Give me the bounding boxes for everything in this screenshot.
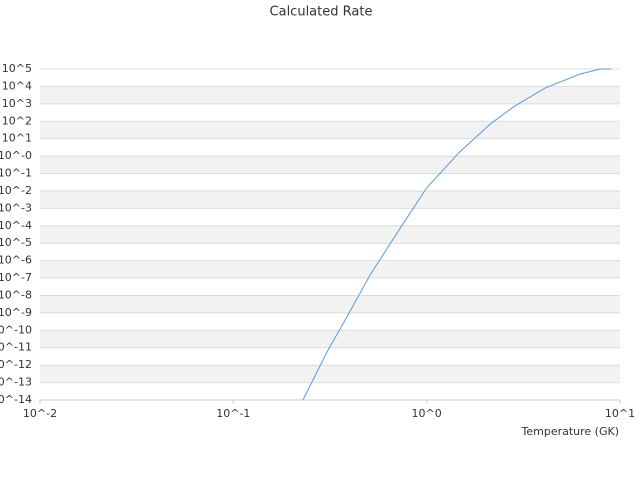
grid-band — [40, 260, 620, 279]
grid-band — [40, 190, 620, 209]
y-tick-label: 10^2 — [2, 114, 32, 127]
y-tick-label: 10^5 — [2, 62, 32, 75]
y-tick-label: 10^-12 — [0, 358, 32, 371]
y-tick-label: 10^-3 — [0, 201, 32, 214]
grid-band — [40, 86, 620, 104]
y-tick-label: 10^-11 — [0, 341, 32, 354]
grid-band — [40, 295, 620, 313]
grid-band — [40, 330, 620, 348]
y-tick-label: 10^1 — [2, 132, 32, 145]
x-tick-label: 10^-2 — [23, 407, 57, 420]
y-tick-label: 10^4 — [2, 79, 32, 92]
x-tick-label: 10^0 — [412, 407, 442, 420]
grid-band — [40, 121, 620, 139]
y-tick-label: 10^-8 — [0, 288, 32, 301]
y-tick-label: 10^-14 — [0, 393, 32, 406]
chart-title: Calculated Rate — [270, 5, 373, 20]
y-tick-label: 10^-6 — [0, 254, 32, 267]
y-tick-label: 10^-9 — [0, 306, 32, 319]
data-line — [302, 68, 612, 401]
y-tick-label: 10^-2 — [0, 184, 32, 197]
grid-band — [40, 225, 620, 244]
grid-band — [40, 156, 620, 174]
y-tick-label: 10^-0 — [0, 149, 32, 162]
x-tick-label: 10^-1 — [216, 407, 250, 420]
y-tick-label: 10^-10 — [0, 323, 32, 336]
x-axis-label: Temperature (GK) — [521, 425, 620, 438]
y-tick-label: 10^-7 — [0, 271, 32, 284]
grid-band — [40, 365, 620, 383]
y-tick-label: 10^-13 — [0, 376, 32, 389]
y-tick-label: 10^-1 — [0, 167, 32, 180]
y-tick-label: 10^-5 — [0, 236, 32, 249]
y-tick-label: 10^-4 — [0, 219, 32, 232]
x-tick-label: 10^1 — [605, 407, 635, 420]
y-tick-label: 10^3 — [2, 97, 32, 110]
